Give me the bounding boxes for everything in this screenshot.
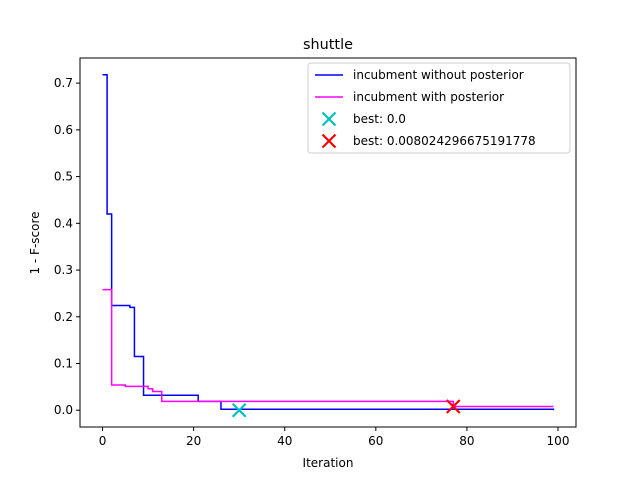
best-point-marker-3-stroke: [445, 399, 461, 414]
x-tick-label: 80: [459, 434, 474, 448]
y-tick-label: 0.6: [54, 123, 73, 137]
series-line-1: [102, 288, 554, 408]
y-tick-label: 0.4: [54, 216, 73, 230]
legend-swatch-marker: [321, 111, 337, 127]
y-axis: 0.0 0.1 0.2 0.3 0.4 0.5 0.6 0.7: [54, 76, 80, 417]
y-axis-label: 1 - F-score: [28, 211, 42, 274]
y-tick-label: 0.2: [54, 310, 73, 324]
legend-swatch-marker: [321, 133, 337, 149]
y-tick-label: 0.3: [54, 263, 73, 277]
x-tick-label: 20: [186, 434, 201, 448]
series-layer: [102, 73, 555, 418]
best-point-marker-2-stroke: [231, 402, 247, 418]
best-point-marker-3: [445, 399, 461, 414]
x-tick-label: 60: [368, 434, 383, 448]
x-axis-label: Iteration: [303, 456, 354, 470]
legend-swatch-marker-stroke: [321, 111, 337, 127]
legend-swatch-marker-stroke: [321, 133, 337, 149]
x-tick-label: 0: [99, 434, 107, 448]
legend-box: [307, 62, 571, 154]
x-axis: 0 20 40 60 80 100: [99, 427, 570, 448]
legend-label: best: 0.0: [353, 112, 406, 126]
y-tick-label: 0.1: [54, 356, 73, 370]
legend-label: incubment without posterior: [353, 68, 524, 82]
legend: incubment without posterior incubment wit…: [307, 62, 571, 154]
legend-label: incubment with posterior: [353, 90, 504, 104]
plot-frame: [79, 57, 577, 428]
legend-label: best: 0.008024296675191778: [353, 134, 536, 148]
x-tick-label: 40: [277, 434, 292, 448]
y-tick-label: 0.5: [54, 170, 73, 184]
x-tick-label: 100: [547, 434, 570, 448]
y-tick-label: 0.7: [54, 76, 73, 90]
best-point-marker-2: [231, 402, 247, 418]
y-tick-label: 0.0: [54, 403, 73, 417]
chart-title: shuttle: [303, 37, 353, 53]
